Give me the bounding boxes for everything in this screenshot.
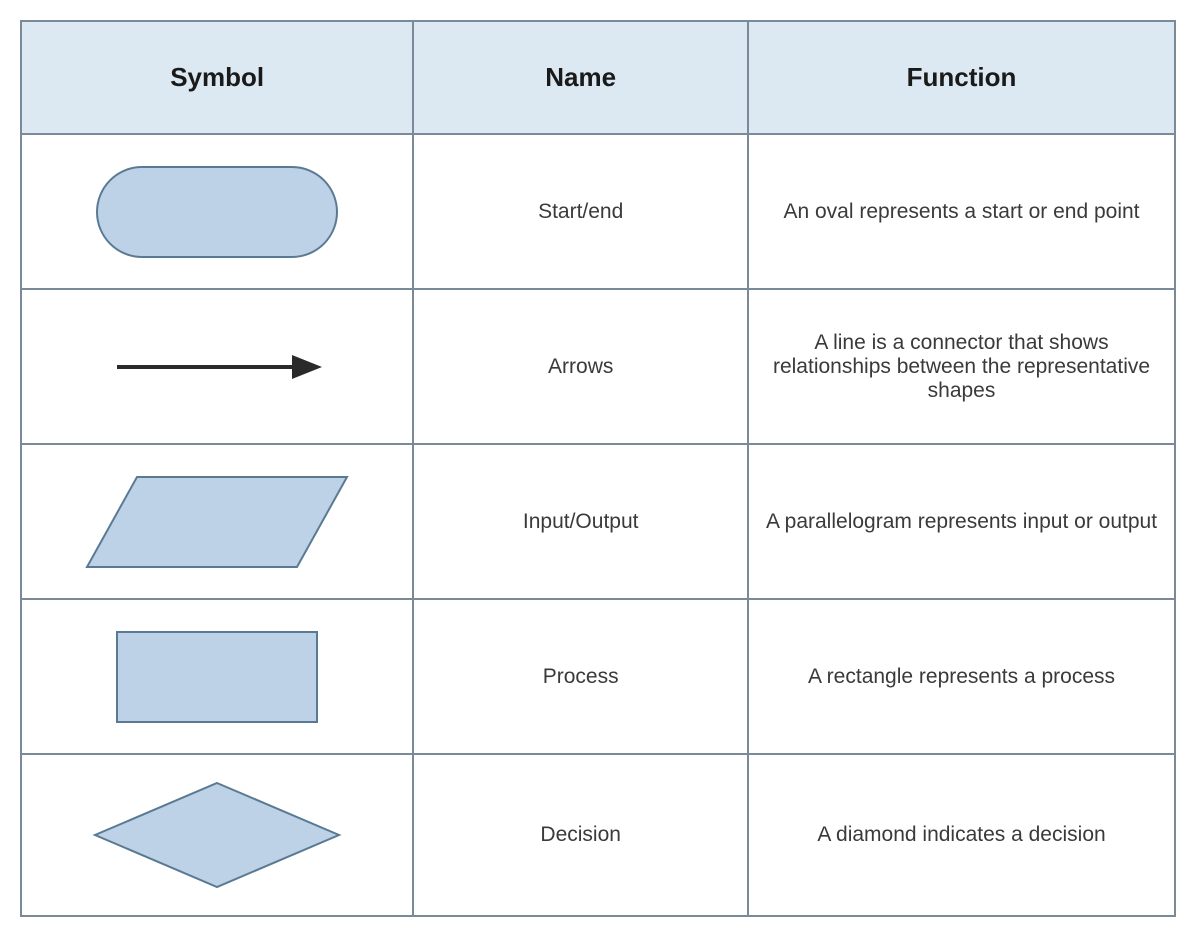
symbol-cell-parallelogram (21, 444, 413, 599)
table-row: Input/Output A parallelogram represents … (21, 444, 1175, 599)
name-cell: Start/end (413, 134, 748, 289)
name-cell: Arrows (413, 289, 748, 444)
header-name: Name (413, 21, 748, 134)
table-row: Decision A diamond indicates a decision (21, 754, 1175, 916)
symbol-cell-diamond (21, 754, 413, 916)
symbol-cell-oval (21, 134, 413, 289)
symbol-cell-rectangle (21, 599, 413, 754)
name-cell: Decision (413, 754, 748, 916)
table-row: Process A rectangle represents a process (21, 599, 1175, 754)
header-symbol: Symbol (21, 21, 413, 134)
arrow-icon (97, 337, 337, 397)
symbols-table: Symbol Name Function Start/end An oval r… (20, 20, 1176, 917)
header-function: Function (748, 21, 1175, 134)
function-cell: A parallelogram represents input or outp… (748, 444, 1175, 599)
table-row: Arrows A line is a connector that shows … (21, 289, 1175, 444)
function-cell: A rectangle represents a process (748, 599, 1175, 754)
oval-icon (87, 157, 347, 267)
function-cell: A line is a connector that shows relatio… (748, 289, 1175, 444)
function-cell: An oval represents a start or end point (748, 134, 1175, 289)
name-cell: Process (413, 599, 748, 754)
symbol-cell-arrow (21, 289, 413, 444)
rectangle-icon (107, 622, 327, 732)
diamond-icon (87, 775, 347, 895)
parallelogram-icon (77, 467, 357, 577)
function-cell: A diamond indicates a decision (748, 754, 1175, 916)
table-header-row: Symbol Name Function (21, 21, 1175, 134)
name-cell: Input/Output (413, 444, 748, 599)
flowchart-symbols-table: Symbol Name Function Start/end An oval r… (20, 20, 1176, 917)
table-row: Start/end An oval represents a start or … (21, 134, 1175, 289)
